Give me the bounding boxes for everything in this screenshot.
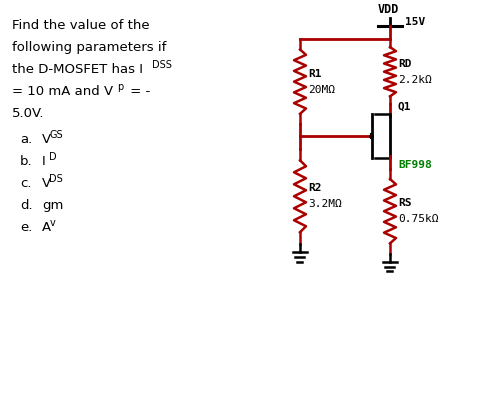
Text: 2.2kΩ: 2.2kΩ xyxy=(398,75,432,85)
Text: BF998: BF998 xyxy=(398,160,432,170)
Text: b.: b. xyxy=(20,155,32,168)
Text: DS: DS xyxy=(49,174,63,184)
Text: R1: R1 xyxy=(308,69,321,79)
Text: 5.0V.: 5.0V. xyxy=(12,107,44,120)
Text: D: D xyxy=(49,152,57,162)
Text: V: V xyxy=(42,133,51,146)
Text: e.: e. xyxy=(20,221,32,234)
Text: following parameters if: following parameters if xyxy=(12,41,166,54)
Text: GS: GS xyxy=(49,130,63,140)
Text: Q1: Q1 xyxy=(398,102,412,112)
Text: 20MΩ: 20MΩ xyxy=(308,84,335,95)
Text: p: p xyxy=(117,82,123,92)
Text: V: V xyxy=(42,177,51,190)
Text: RS: RS xyxy=(398,198,412,208)
Text: the D-MOSFET has I: the D-MOSFET has I xyxy=(12,63,143,76)
Text: Find the value of the: Find the value of the xyxy=(12,20,150,32)
Text: 0.75kΩ: 0.75kΩ xyxy=(398,214,439,224)
Text: DSS: DSS xyxy=(152,60,172,70)
Text: RD: RD xyxy=(398,59,412,69)
Text: 15V: 15V xyxy=(405,18,425,27)
Text: R2: R2 xyxy=(308,183,321,193)
Text: c.: c. xyxy=(20,177,31,190)
Text: = -: = - xyxy=(126,85,150,98)
Text: 3.2MΩ: 3.2MΩ xyxy=(308,199,342,209)
Text: I: I xyxy=(42,155,46,168)
Text: gm: gm xyxy=(42,199,63,212)
Text: A: A xyxy=(42,221,51,234)
Text: a.: a. xyxy=(20,133,32,146)
Text: v: v xyxy=(49,218,55,228)
Text: d.: d. xyxy=(20,199,32,212)
Text: VDD: VDD xyxy=(377,3,399,16)
Text: = 10 mA and V: = 10 mA and V xyxy=(12,85,113,98)
